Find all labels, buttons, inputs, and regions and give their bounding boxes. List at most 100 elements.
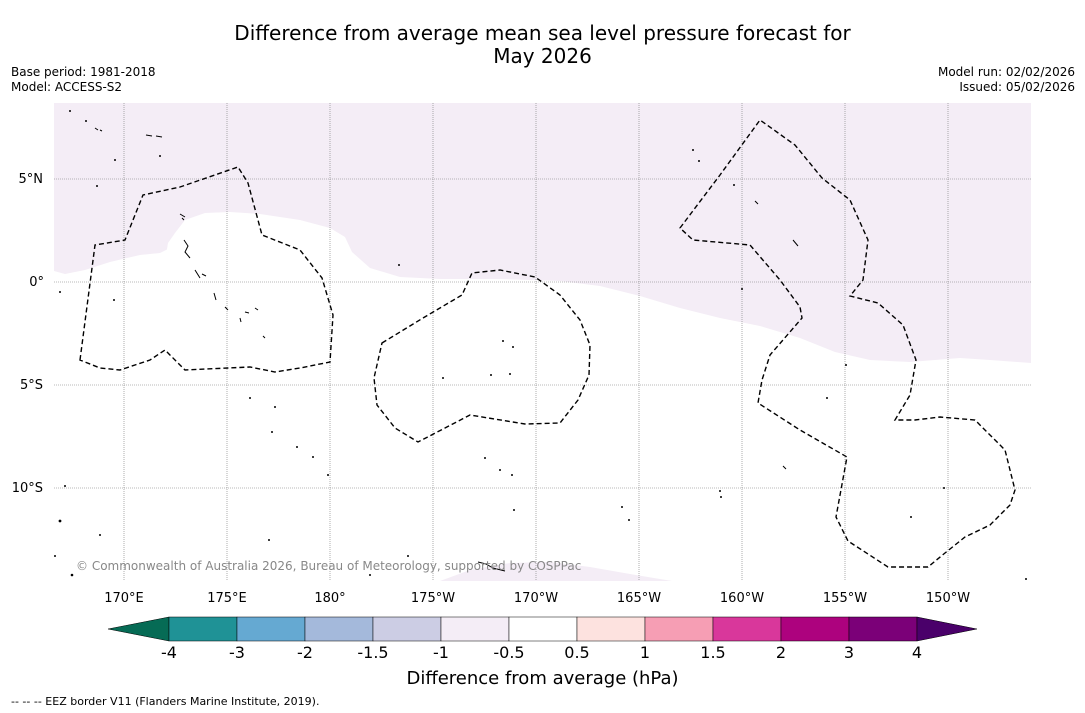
island xyxy=(58,519,62,523)
island xyxy=(698,160,700,162)
colorbar-swatch xyxy=(304,616,374,642)
island xyxy=(511,474,513,476)
colorbar-swatch xyxy=(168,616,238,642)
island xyxy=(296,446,298,448)
island xyxy=(720,496,722,498)
colorbar-tick: 0.5 xyxy=(564,643,590,662)
anomaly-region-north xyxy=(54,103,1031,363)
island xyxy=(719,490,721,492)
island xyxy=(183,239,191,259)
island xyxy=(96,185,98,187)
island xyxy=(145,134,163,138)
eez-border-central xyxy=(373,269,591,443)
lon-labels: 170°E 175°E 180° 175°W 170°W 165°W 160°W… xyxy=(104,591,970,606)
island xyxy=(274,406,276,408)
lon-label-175w: 175°W xyxy=(411,591,455,606)
lat-label-10s: 10°S xyxy=(12,481,43,496)
island xyxy=(54,555,56,557)
eez-border-west xyxy=(79,166,334,373)
colorbar-tick: -3 xyxy=(229,643,245,662)
lat-label-5n: 5°N xyxy=(19,172,44,187)
colorbar-tick: -2 xyxy=(297,643,313,662)
island xyxy=(398,264,400,266)
island xyxy=(502,340,504,342)
island xyxy=(407,555,409,557)
island xyxy=(369,574,371,576)
colorbar-tick: 1 xyxy=(639,643,651,662)
island-dots xyxy=(54,110,1027,580)
island xyxy=(754,200,799,470)
colorbar-swatch xyxy=(576,616,646,642)
island xyxy=(244,307,266,339)
colorbar-extend-low xyxy=(107,616,170,642)
island xyxy=(442,377,444,379)
island xyxy=(733,184,735,186)
island xyxy=(249,397,251,399)
island xyxy=(64,485,66,487)
colorbar-swatch xyxy=(712,616,782,642)
island xyxy=(159,155,161,157)
eez-borders xyxy=(79,119,1016,568)
island xyxy=(741,288,743,290)
model-name: Model: ACCESS-S2 xyxy=(11,80,123,94)
meta-left: Base period: 1981-2018 Model: ACCESS-S2 xyxy=(11,65,156,95)
lon-label-150w: 150°W xyxy=(926,591,970,606)
map-title: Difference from average mean sea level p… xyxy=(0,22,1085,68)
island xyxy=(509,373,511,375)
island xyxy=(477,561,506,572)
colorbar-swatch xyxy=(440,616,510,642)
title-line-1: Difference from average mean sea level p… xyxy=(234,21,851,45)
island xyxy=(69,110,71,112)
lon-label-155w: 155°W xyxy=(823,591,867,606)
colorbar-tick: -4 xyxy=(161,643,177,662)
colorbar xyxy=(107,616,978,642)
colorbar-tick: -1 xyxy=(433,643,449,662)
lat-label-0: 0° xyxy=(29,275,44,290)
eez-footnote: -- -- -- EEZ border V11 (Flanders Marine… xyxy=(11,695,320,708)
colorbar-swatch xyxy=(372,616,442,642)
island xyxy=(910,516,912,518)
model-run: Model run: 02/02/2026 xyxy=(937,65,1075,79)
lat-labels: 5°N 0° 5°S 10°S xyxy=(12,172,44,496)
island xyxy=(268,539,270,541)
island xyxy=(327,474,329,476)
lat-label-5s: 5°S xyxy=(20,378,43,393)
lon-label-160w: 160°W xyxy=(720,591,764,606)
colorbar-title: Difference from average (hPa) xyxy=(406,668,679,689)
colorbar-swatch xyxy=(780,616,850,642)
copyright-text: © Commonwealth of Australia 2026, Bureau… xyxy=(76,559,581,573)
island xyxy=(692,149,694,151)
island xyxy=(213,292,242,323)
title-line-2: May 2026 xyxy=(493,44,592,68)
meta-right: Model run: 02/02/2026 Issued: 05/02/2026 xyxy=(938,65,1075,95)
colorbar-swatch xyxy=(644,616,714,642)
colorbar-swatch xyxy=(236,616,306,642)
island xyxy=(271,431,273,433)
lon-label-180: 180° xyxy=(314,591,345,606)
island xyxy=(1025,578,1027,580)
colorbar-tick: -0.5 xyxy=(493,643,525,662)
island xyxy=(826,397,828,399)
colorbar-swatch xyxy=(508,616,578,642)
island xyxy=(621,506,623,508)
colorbar-tick: 4 xyxy=(911,643,923,662)
colorbar-tick: 3 xyxy=(843,643,855,662)
eez-border-northeast xyxy=(679,119,1016,568)
colorbar-swatch xyxy=(848,616,918,642)
island xyxy=(194,269,207,279)
lon-label-165w: 165°W xyxy=(617,591,661,606)
island xyxy=(484,457,486,459)
base-period: Base period: 1981-2018 xyxy=(11,65,156,79)
island xyxy=(499,469,501,471)
island xyxy=(59,291,61,293)
island xyxy=(85,120,87,122)
colorbar-extend-high xyxy=(916,616,978,642)
lon-label-175e: 175°E xyxy=(207,591,247,606)
island xyxy=(628,519,630,521)
island xyxy=(513,509,515,511)
anomaly-region-south xyxy=(440,562,672,581)
island xyxy=(845,364,847,366)
island xyxy=(114,159,116,161)
island xyxy=(113,299,115,301)
